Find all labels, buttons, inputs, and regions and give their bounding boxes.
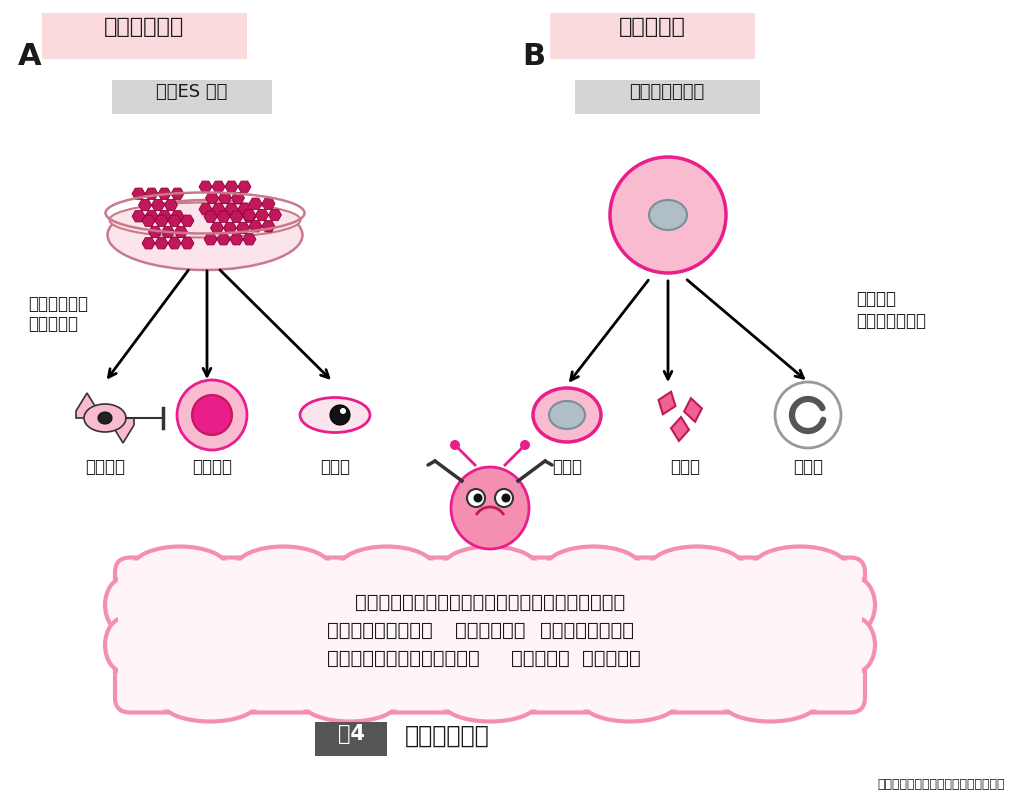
Ellipse shape [442,684,537,721]
Text: 血液細胞: 血液細胞 [856,290,896,308]
Text: 細胞種へ分化可能な: 細胞種へ分化可能な [327,621,433,640]
Polygon shape [659,392,676,414]
Ellipse shape [442,547,537,588]
Text: 赤血球: 赤血球 [552,458,582,476]
FancyArrow shape [76,393,98,418]
Ellipse shape [105,578,145,633]
Text: にのみ分化する: にのみ分化する [856,312,926,330]
Text: 組織幹細胞: 組織幹細胞 [512,649,570,668]
Text: 神経細胞: 神経細胞 [85,458,125,476]
Ellipse shape [723,684,818,721]
Circle shape [467,489,485,507]
Ellipse shape [105,618,145,673]
Polygon shape [684,398,701,422]
Ellipse shape [302,684,397,721]
Text: 組織幹細胞: 組織幹細胞 [619,17,685,37]
Ellipse shape [649,200,687,230]
Ellipse shape [835,578,875,633]
Text: があります: があります [582,649,641,668]
Ellipse shape [162,684,257,721]
Ellipse shape [300,397,370,433]
Text: 幹細胞の種類: 幹細胞の種類 [405,724,490,748]
Circle shape [775,382,841,448]
Text: 例：ES 細胞: 例：ES 細胞 [156,83,228,101]
Text: 围4: 围4 [338,724,364,744]
Ellipse shape [133,547,228,588]
Text: 血液細胞: 血液細胞 [192,458,232,476]
Ellipse shape [533,388,601,442]
Circle shape [340,408,346,414]
Text: B: B [522,42,545,71]
Text: A: A [18,42,42,71]
Text: 構成細胞種へのみ分化可能な: 構成細胞種へのみ分化可能な [327,649,480,668]
Ellipse shape [98,412,112,424]
Text: 例：造血幹細胞: 例：造血幹細胞 [629,83,704,101]
Polygon shape [671,417,689,441]
Text: へ分化する: へ分化する [28,315,78,333]
Ellipse shape [549,401,585,429]
Circle shape [520,440,530,450]
Text: 幹細胞には，大きく分けて個体を構成するすべての: 幹細胞には，大きく分けて個体を構成するすべての [355,593,625,612]
Text: もっとよくわかる！幹細胞と再生医療: もっとよくわかる！幹細胞と再生医療 [877,778,1005,791]
Circle shape [501,493,510,503]
Circle shape [177,380,247,450]
Ellipse shape [339,547,434,588]
Ellipse shape [649,547,744,588]
FancyBboxPatch shape [575,80,760,114]
FancyBboxPatch shape [550,13,755,59]
FancyArrow shape [112,418,134,443]
FancyBboxPatch shape [315,722,387,756]
Ellipse shape [84,404,126,432]
Ellipse shape [109,203,300,238]
Circle shape [610,157,726,273]
Text: と所属する臓器の: と所属する臓器の [540,621,634,640]
FancyBboxPatch shape [115,558,865,713]
Text: 血小板: 血小板 [670,458,700,476]
Ellipse shape [583,684,678,721]
Ellipse shape [546,547,641,588]
Circle shape [330,405,350,425]
FancyBboxPatch shape [112,80,272,114]
FancyBboxPatch shape [42,13,247,59]
Circle shape [474,493,483,503]
Ellipse shape [752,547,847,588]
Text: 肝細胞: 肝細胞 [320,458,350,476]
Text: 多能性幹細胞: 多能性幹細胞 [454,621,525,640]
Text: 白血球: 白血球 [793,458,823,476]
Ellipse shape [451,467,529,549]
Ellipse shape [835,618,875,673]
Text: 全身の細胞種: 全身の細胞種 [28,295,88,313]
Ellipse shape [107,200,302,270]
Circle shape [450,440,460,450]
Text: 多能性幹細胞: 多能性幹細胞 [104,17,184,37]
Circle shape [495,489,513,507]
FancyBboxPatch shape [118,560,862,709]
Ellipse shape [236,547,331,588]
Circle shape [192,395,232,435]
